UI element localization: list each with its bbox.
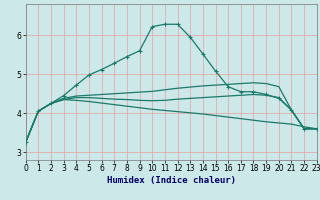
X-axis label: Humidex (Indice chaleur): Humidex (Indice chaleur) (107, 176, 236, 185)
